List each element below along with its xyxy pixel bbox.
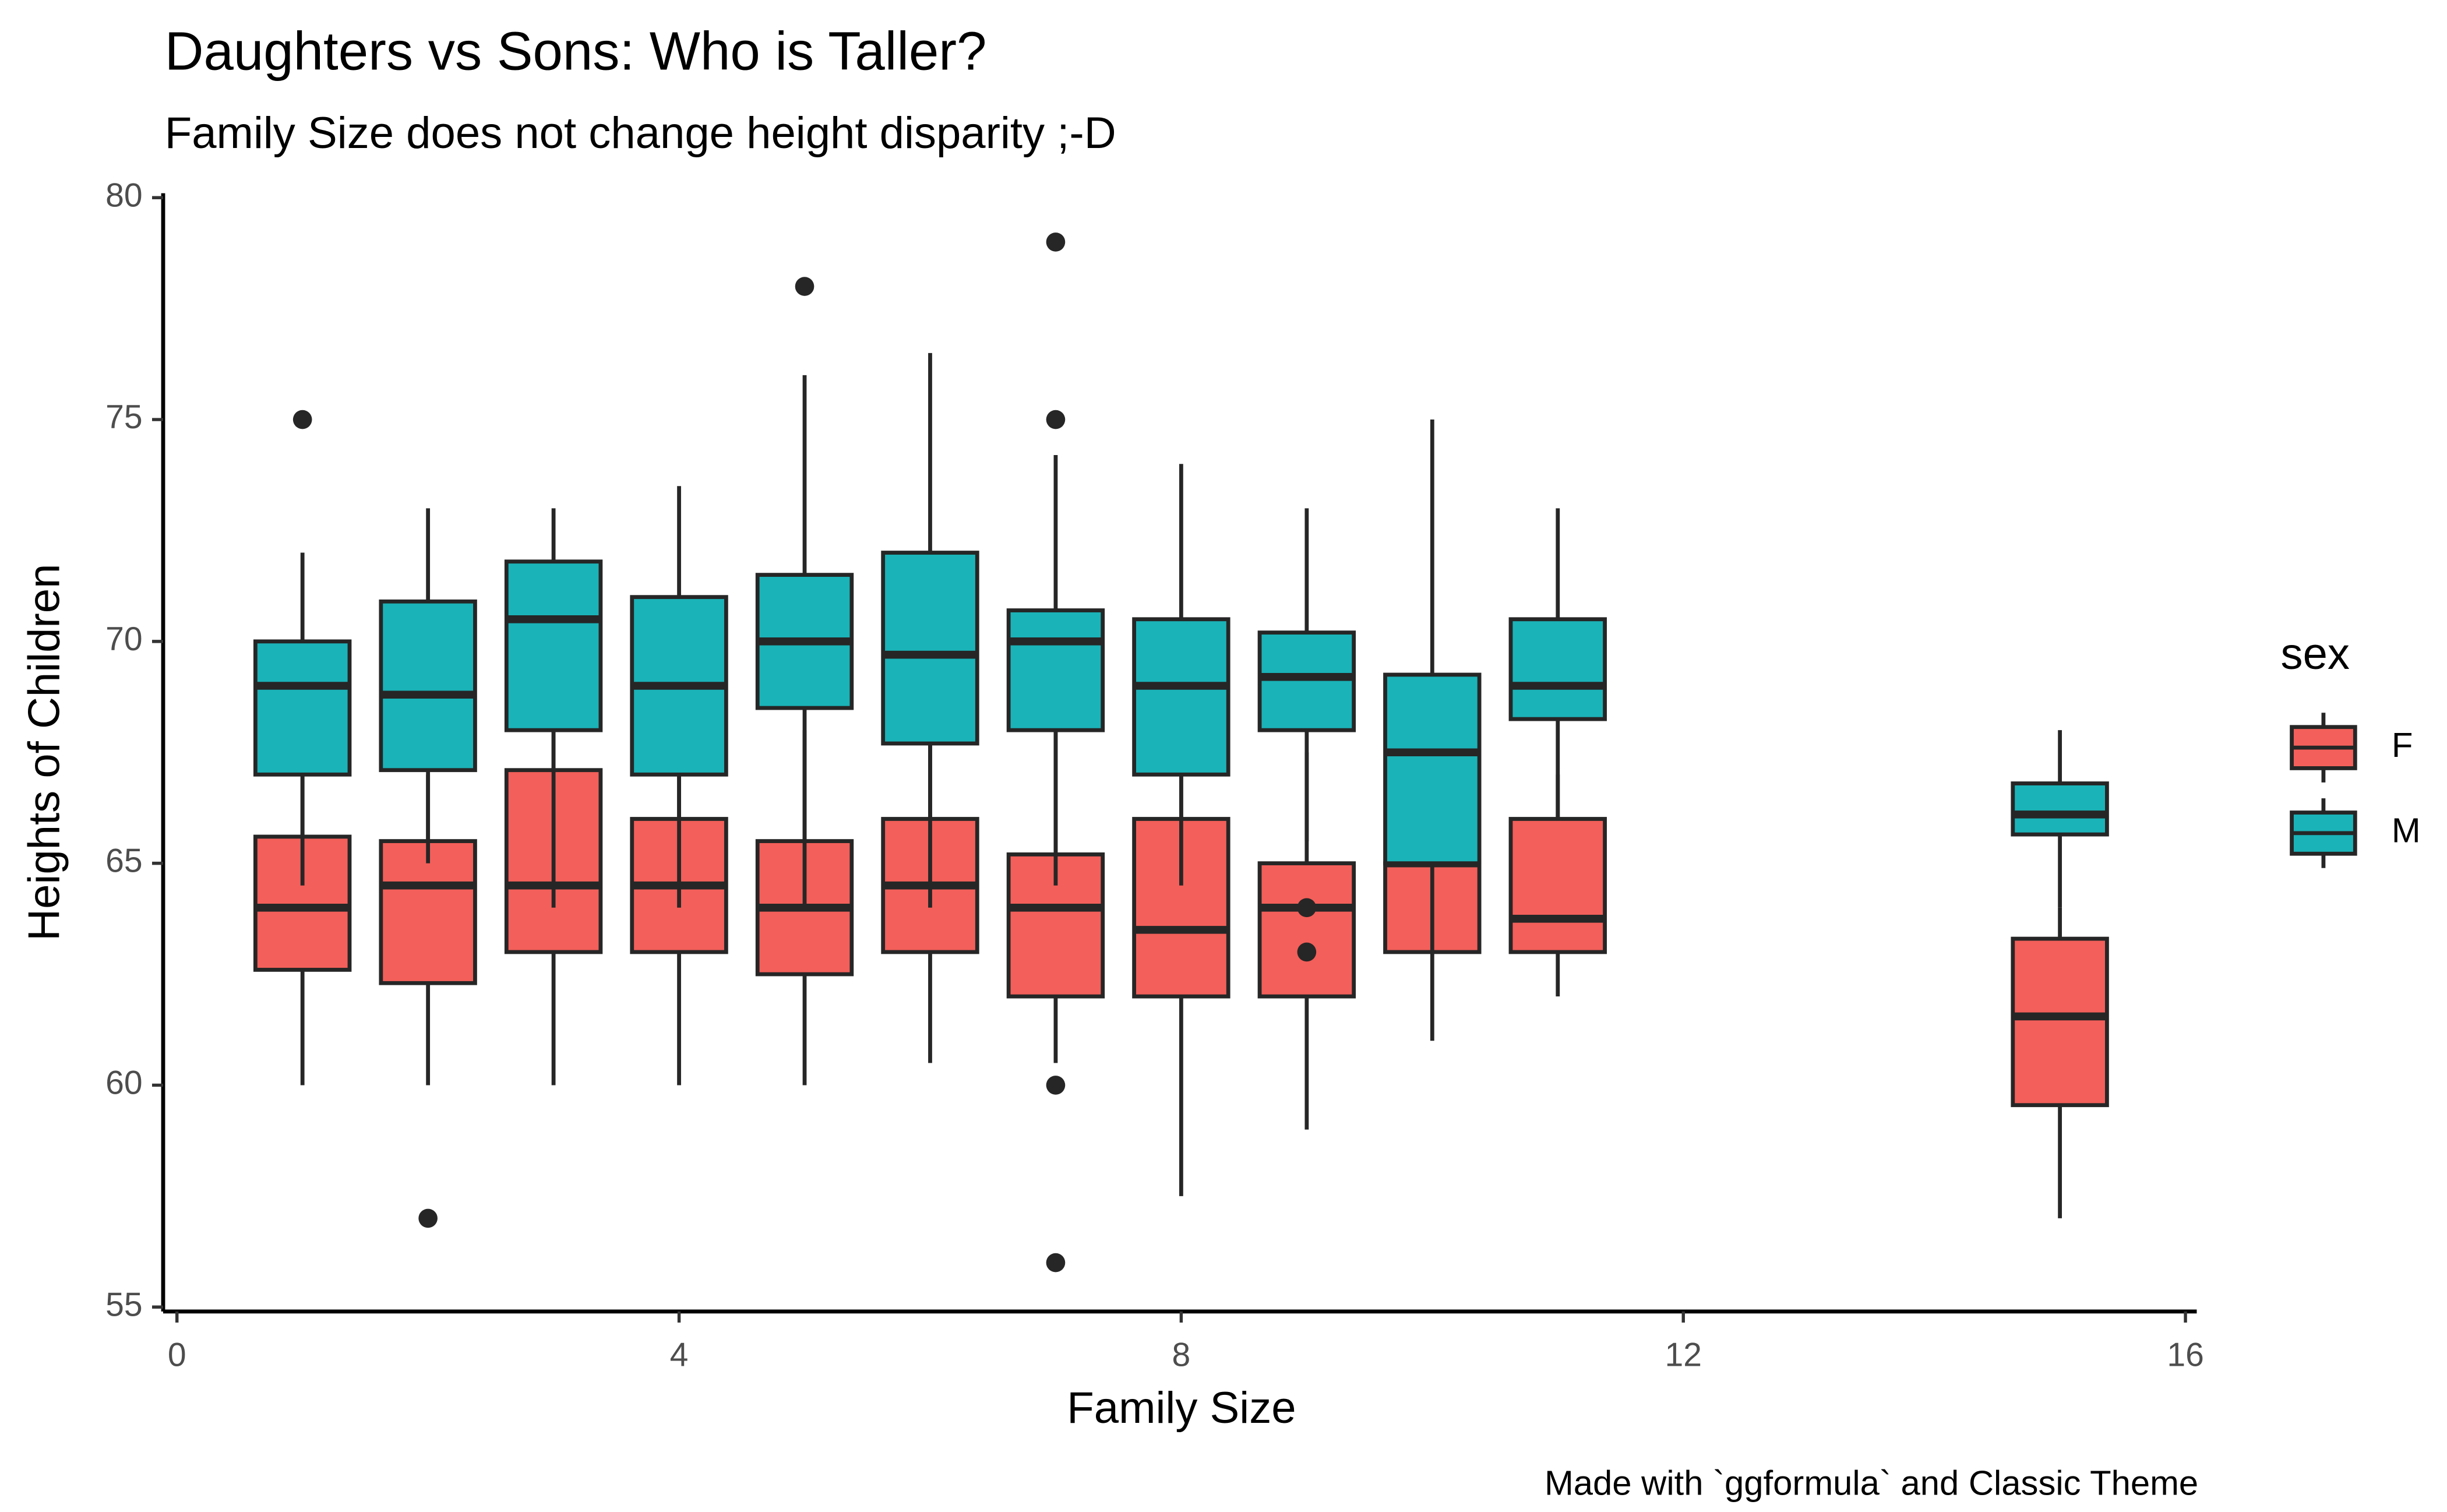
x-axis-label: Family Size bbox=[1067, 1383, 1296, 1433]
outlier bbox=[1297, 942, 1317, 962]
box bbox=[1132, 617, 1230, 777]
box bbox=[253, 639, 352, 777]
outlier bbox=[1046, 410, 1066, 429]
x-tick-label: 12 bbox=[1665, 1337, 1702, 1374]
outlier bbox=[418, 1208, 438, 1228]
y-tick-label: 55 bbox=[105, 1286, 142, 1323]
y-tick-label: 70 bbox=[105, 621, 142, 658]
x-tick-label: 8 bbox=[1172, 1337, 1191, 1374]
outlier bbox=[292, 410, 312, 429]
y-tick-label: 80 bbox=[105, 177, 142, 214]
box bbox=[2011, 781, 2109, 837]
box bbox=[1508, 817, 1607, 954]
y-axis-label: Heights of Children bbox=[20, 564, 69, 941]
box bbox=[1508, 617, 1607, 721]
x-tick-label: 16 bbox=[2167, 1337, 2203, 1374]
x-tick-label: 0 bbox=[168, 1337, 186, 1374]
y-tick-label: 65 bbox=[105, 843, 142, 880]
box bbox=[379, 599, 477, 773]
x-tick-label: 4 bbox=[670, 1337, 689, 1374]
y-tick-label: 60 bbox=[105, 1065, 142, 1102]
outlier bbox=[1297, 898, 1317, 918]
box bbox=[1006, 608, 1105, 732]
box bbox=[1383, 672, 1482, 866]
legend-label: F bbox=[2392, 725, 2413, 764]
legend-label: M bbox=[2392, 811, 2421, 850]
box bbox=[2011, 936, 2109, 1108]
y-tick-label: 75 bbox=[105, 399, 142, 436]
box bbox=[1257, 630, 1356, 732]
chart-title: Daughters vs Sons: Who is Taller? bbox=[165, 21, 987, 82]
box bbox=[504, 559, 603, 732]
outlier bbox=[1046, 1076, 1066, 1095]
outlier bbox=[1046, 232, 1066, 252]
box bbox=[881, 551, 979, 746]
chart-subtitle: Family Size does not change height dispa… bbox=[165, 108, 1116, 158]
outlier bbox=[795, 277, 815, 296]
box bbox=[1257, 861, 1356, 999]
outlier bbox=[1046, 1253, 1066, 1273]
caption: Made with `ggformula` and Classic Theme bbox=[1545, 1464, 2198, 1503]
legend-title: sex bbox=[2281, 629, 2350, 679]
